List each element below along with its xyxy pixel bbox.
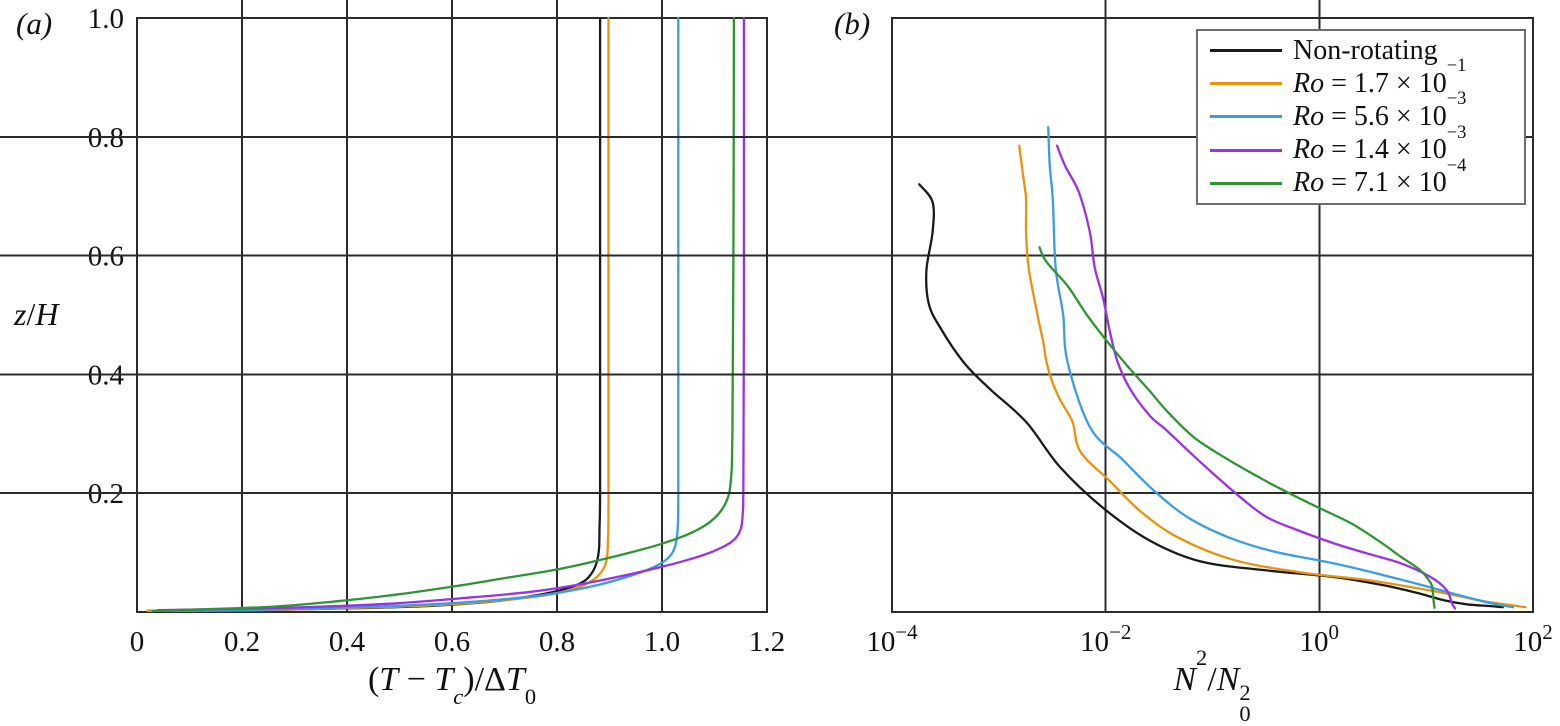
x-tick-label: 0.6: [434, 626, 470, 658]
x-tick-label: 0: [130, 626, 145, 658]
legend-line-sample: [1210, 82, 1282, 86]
panel-b-x-axis-label: N2/N 2 0: [1173, 645, 1251, 726]
legend-item: Ro = 7.1 × 10−4: [1210, 154, 1520, 199]
panel-b-letter: (b): [834, 6, 871, 41]
curve-ro-1-7-10: [146, 16, 610, 612]
curve-ro-1-7-10: [1018, 144, 1527, 609]
legend-label: Ro = 7.1 × 10−4: [1293, 154, 1467, 199]
panel-a-letter: (a): [16, 6, 53, 41]
legend-item: Ro = 1.4 × 10−3: [1210, 121, 1520, 166]
x-tick-label: 0.2: [224, 626, 260, 658]
legend-label: Ro = 5.6 × 10−3: [1293, 88, 1467, 132]
curve-ro-1-4-10: [156, 16, 746, 612]
legend-line-sample: [1210, 115, 1282, 119]
panel-b-frame: [891, 17, 1534, 613]
x-tick-label: 0.4: [329, 626, 366, 658]
legend-label: Non-rotating: [1293, 34, 1438, 66]
curve-non-rotating: [146, 16, 602, 612]
legend: Non-rotating Ro = 1.7 × 10−1 Ro = 5.6 × 10…: [1196, 29, 1526, 205]
legend-line-sample: [1210, 49, 1282, 53]
legend-label: Ro = 1.4 × 10−3: [1293, 121, 1467, 166]
x-tick-label: 1.2: [749, 626, 785, 658]
x-tick-label: 102: [1513, 620, 1553, 658]
legend-line-sample: [1210, 181, 1282, 185]
curve-ro-5-6-10: [1047, 126, 1515, 609]
x-tick-label: 10−4: [866, 620, 918, 658]
curve-ro-7-1-10: [1038, 246, 1436, 609]
x-tick-label: 10−2: [1080, 620, 1131, 658]
legend-item: Ro = 5.6 × 10−3: [1210, 88, 1520, 132]
legend-item: Ro = 1.7 × 10−1: [1210, 55, 1520, 99]
curve-ro-7-1-10: [151, 16, 736, 612]
curve-ro-1-4-10: [1055, 144, 1457, 610]
legend-line-sample: [1210, 148, 1282, 152]
panel-a-plot: 0 0.2 0.4 0.6 0.8 1.0 1.20.20.40.60.81.0: [0, 0, 785, 658]
legend-item: Non-rotating: [1210, 34, 1520, 66]
legend-label: Ro = 1.7 × 10−1: [1293, 55, 1467, 99]
panel-a-x-axis-label: (T − Tc)/ΔT0: [367, 661, 537, 710]
x-tick-label: 0.8: [539, 626, 575, 658]
y-tick-label: 1.0: [88, 3, 124, 35]
x-tick-label: 100: [1300, 620, 1340, 658]
x-tick-label: 1.0: [644, 626, 680, 658]
curve-non-rotating: [918, 183, 1504, 609]
panel-a-y-axis-label: z/H: [14, 296, 59, 332]
